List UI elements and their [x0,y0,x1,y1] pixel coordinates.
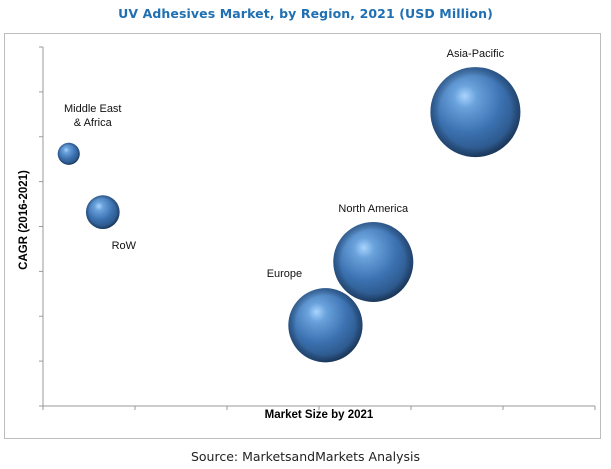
bubble-north-america [333,221,414,302]
y-axis-title: CAGR (2016-2021) [18,170,30,270]
bubble-asia-pacific-shade [430,67,521,158]
chart-title: UV Adhesives Market, by Region, 2021 (US… [118,6,493,21]
bubble-europe [288,288,363,363]
bubble-label-line: North America [338,203,409,215]
bubble-middle-east-africa [57,142,80,165]
bubble-label-line: Asia-Pacific [447,48,505,60]
bubble-label-asia-pacific: Asia-Pacific [447,48,505,60]
bubble-labels: Asia-Pacific North America Europe Middle Ea… [64,48,505,280]
source-note: Source: MarketsandMarkets Analysis [190,449,421,464]
bubble-row-shade [85,195,120,229]
bubble-label-line: & Africa [74,117,113,129]
bubble-europe-shade [288,288,363,363]
bubble-label-middle-east-africa: Middle East & Africa [64,103,121,129]
bubble-asia-pacific [430,67,521,158]
bubble-label-line: RoW [112,240,137,252]
axes [39,46,596,410]
bubble-row [85,195,120,229]
bubble-label-europe: Europe [267,268,302,280]
bubble-label-north-america: North America [338,203,409,215]
bubble-north-america-shade [333,221,414,302]
bubble-label-row: RoW [112,240,137,252]
bubble-middle-east-africa-shade [57,142,80,165]
bubble-label-line: Europe [267,268,302,280]
bubbles [57,67,521,363]
x-axis-title: Market Size by 2021 [265,409,374,421]
bubble-label-line: Middle East [64,103,121,115]
